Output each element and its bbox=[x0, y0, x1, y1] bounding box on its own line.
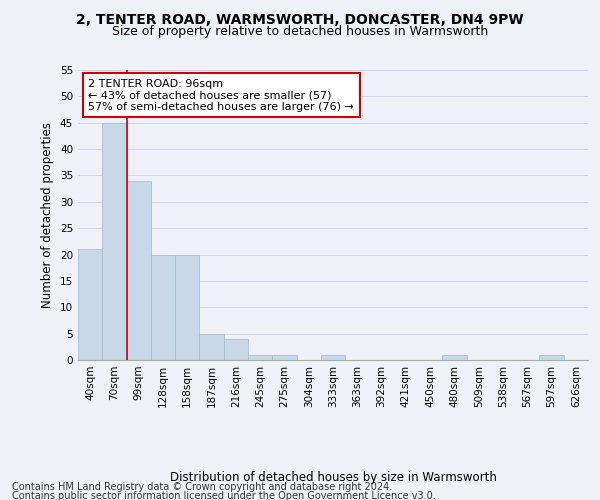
Bar bbox=[175, 254, 199, 360]
Text: Contains public sector information licensed under the Open Government Licence v3: Contains public sector information licen… bbox=[12, 491, 436, 500]
Bar bbox=[272, 354, 296, 360]
Bar bbox=[78, 250, 102, 360]
Bar bbox=[102, 122, 127, 360]
Bar bbox=[321, 354, 345, 360]
Text: Distribution of detached houses by size in Warmsworth: Distribution of detached houses by size … bbox=[170, 471, 496, 484]
Y-axis label: Number of detached properties: Number of detached properties bbox=[41, 122, 55, 308]
Bar bbox=[127, 180, 151, 360]
Bar bbox=[151, 254, 175, 360]
Bar bbox=[199, 334, 224, 360]
Bar bbox=[248, 354, 272, 360]
Bar bbox=[539, 354, 564, 360]
Bar bbox=[442, 354, 467, 360]
Text: 2 TENTER ROAD: 96sqm
← 43% of detached houses are smaller (57)
57% of semi-detac: 2 TENTER ROAD: 96sqm ← 43% of detached h… bbox=[88, 78, 354, 112]
Text: Contains HM Land Registry data © Crown copyright and database right 2024.: Contains HM Land Registry data © Crown c… bbox=[12, 482, 392, 492]
Text: Size of property relative to detached houses in Warmsworth: Size of property relative to detached ho… bbox=[112, 25, 488, 38]
Text: 2, TENTER ROAD, WARMSWORTH, DONCASTER, DN4 9PW: 2, TENTER ROAD, WARMSWORTH, DONCASTER, D… bbox=[76, 12, 524, 26]
Bar bbox=[224, 339, 248, 360]
